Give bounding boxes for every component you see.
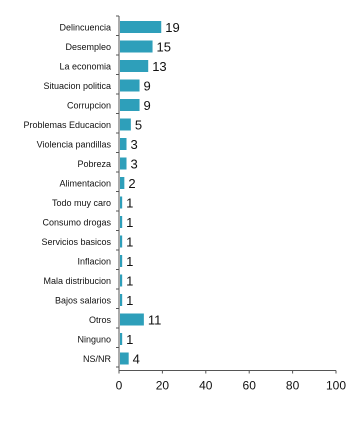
category-label: Alimentacion (59, 179, 111, 189)
x-tick-label: 80 (286, 379, 300, 393)
category-label: Bajos salarios (55, 296, 112, 306)
bar (120, 255, 123, 267)
data-label: 19 (165, 20, 179, 35)
category-label: Todo muy caro (52, 198, 111, 208)
data-label: 13 (152, 59, 166, 74)
data-label: 1 (126, 293, 133, 308)
bar (120, 274, 123, 287)
bar (120, 294, 123, 306)
bar (120, 99, 140, 111)
bar (120, 60, 149, 72)
category-label: Problemas Educacion (23, 120, 111, 130)
category-label: Violencia pandillas (37, 140, 112, 150)
category-label: Situacion politica (43, 81, 111, 91)
x-tick-label: 40 (199, 379, 213, 393)
bar (120, 40, 153, 53)
category-label: Pobreza (77, 159, 111, 169)
category-label: Corrupcion (67, 101, 111, 111)
data-label: 1 (126, 215, 133, 230)
data-label: 1 (126, 196, 133, 211)
category-label: Servicios basicos (41, 237, 111, 247)
data-label: 11 (148, 313, 162, 328)
category-label: Otros (89, 315, 112, 325)
bar (120, 235, 123, 248)
data-label: 9 (144, 98, 151, 113)
x-tick-label: 100 (326, 379, 346, 393)
bar (120, 216, 123, 228)
data-label: 3 (131, 157, 138, 172)
bar (120, 79, 140, 92)
x-tick-label: 20 (156, 379, 170, 393)
category-label: Mala distribucion (43, 276, 111, 286)
data-label: 1 (126, 254, 133, 269)
bar (120, 21, 162, 33)
bar (120, 138, 127, 150)
category-label: Delincuencia (59, 23, 111, 33)
category-label: Desempleo (65, 42, 111, 52)
category-label: Consumo drogas (42, 218, 111, 228)
category-label: Inflacion (77, 257, 111, 267)
category-label: La economia (59, 62, 111, 72)
category-label: NS/NR (83, 354, 112, 364)
data-label: 15 (157, 40, 171, 55)
data-label: 1 (126, 235, 133, 250)
x-tick-label: 60 (243, 379, 257, 393)
data-label: 3 (131, 137, 138, 152)
bar (120, 177, 125, 189)
data-label: 9 (144, 79, 151, 94)
bar (120, 118, 131, 131)
data-label: 1 (126, 332, 133, 347)
bar (120, 157, 127, 170)
data-label: 5 (135, 118, 142, 133)
bar (120, 313, 144, 326)
x-tick-label: 0 (116, 379, 123, 393)
category-label: Ninguno (77, 335, 111, 345)
data-label: 1 (126, 274, 133, 289)
bar (120, 333, 123, 345)
data-label: 4 (133, 352, 140, 367)
data-label: 2 (128, 176, 135, 191)
bar (120, 196, 123, 209)
bar (120, 352, 129, 365)
